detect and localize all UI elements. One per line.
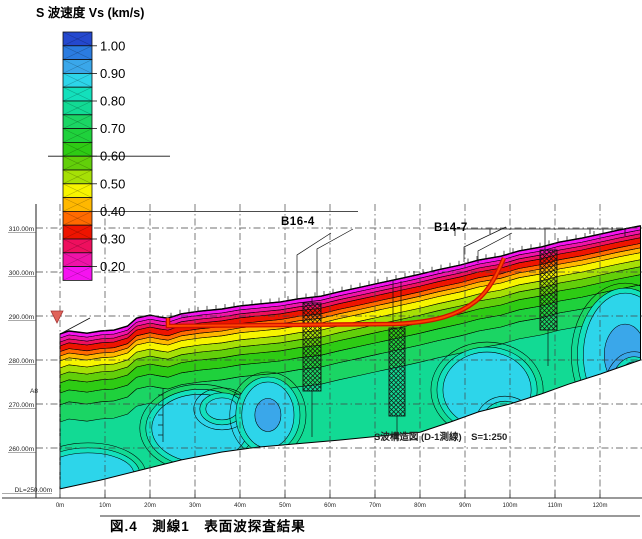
design-line	[165, 257, 507, 329]
legend-hatch	[62, 142, 93, 157]
axes-layer: 0m 10m 20m 30m 40m 50m 60m 70m 80m 90m 100m 110m 120…	[2, 204, 642, 517]
borehole-leader-lines	[296, 226, 513, 300]
legend-hatch	[62, 114, 93, 129]
survey-marker-triangle	[50, 310, 64, 324]
legend-hatch	[62, 211, 93, 226]
section-title-label: S波構造図 (D-1測線) S=1:250	[374, 431, 507, 443]
high-vs-zone	[205, 397, 239, 421]
high-vs-zone	[442, 351, 532, 429]
legend-hatch	[62, 238, 93, 254]
elevation-label: 290.00m	[9, 314, 34, 321]
legend-hatch	[62, 266, 93, 281]
legend-hatch	[62, 59, 93, 74]
distance-label: 0m	[56, 503, 64, 509]
elevation-label: 270.00m	[9, 402, 34, 409]
legend-hatch	[62, 31, 93, 47]
legend-hatch	[62, 197, 93, 212]
legend-hatch	[62, 252, 93, 267]
ground-surface-line	[59, 225, 641, 335]
high-vs-core	[496, 413, 514, 431]
legend-value-label: 0.30	[100, 232, 125, 247]
surface-tick-marks	[170, 227, 613, 318]
distance-label: 80m	[414, 503, 426, 509]
elevation-label: 300.00m	[9, 270, 34, 277]
elevation-label: 310.00m	[9, 226, 34, 233]
legend-value-label: 1.00	[100, 38, 125, 53]
legend-hatch	[62, 59, 93, 74]
legend-hatch	[62, 128, 93, 143]
borehole-log-left	[158, 388, 164, 442]
legend-hatch	[62, 183, 93, 198]
legend-color-block	[62, 266, 93, 281]
distance-label: 20m	[144, 503, 156, 509]
legend-hatch	[62, 73, 93, 88]
distance-label: 110m	[548, 503, 563, 509]
elevation-label: 260.00m	[9, 446, 34, 453]
legend-value-label: 0.40	[100, 204, 125, 219]
legend-hatch	[62, 169, 93, 185]
slope-indicator-line	[61, 317, 91, 334]
legend-hatch	[62, 238, 93, 254]
legend-value-label: 0.90	[100, 66, 125, 81]
legend-value-label: 0.50	[100, 176, 125, 191]
legend-hatch	[62, 142, 93, 157]
survey-point-label: A8	[30, 388, 38, 395]
legend-hatch	[62, 224, 93, 240]
high-vs-zone	[615, 361, 641, 419]
legend-hatch	[62, 252, 93, 267]
distance-label: 50m	[279, 503, 291, 509]
legend-hatch	[62, 155, 93, 171]
borehole-column-right	[539, 249, 558, 366]
legend-hatch	[62, 86, 93, 102]
legend-hatch	[62, 114, 93, 129]
legend-hatch	[62, 183, 93, 198]
high-vs-core	[254, 398, 282, 432]
vs-legend: S 波速度 Vs (km/s) 1.00 0.90 0.80 0.70 0.60 0.50…	[36, 5, 144, 281]
legend-hatch	[62, 169, 93, 185]
grid-layer	[36, 155, 642, 498]
distance-label: 70m	[369, 503, 381, 509]
legend-hatch	[62, 73, 93, 88]
legend-hatch	[62, 197, 93, 212]
high-vs-core	[604, 323, 641, 387]
legend-title: S 波速度 Vs (km/s)	[36, 5, 144, 20]
distance-label: 60m	[324, 503, 336, 509]
section-bands	[60, 225, 641, 489]
borehole-column-b14-7	[388, 280, 406, 440]
legend-hatch	[62, 45, 93, 60]
elevation-label: 280.00m	[9, 358, 34, 365]
borehole-label-b16-4: B16-4	[281, 216, 315, 228]
legend-value-label: 0.70	[100, 121, 125, 136]
distance-label: 120m	[592, 503, 607, 509]
high-vs-zone	[60, 452, 135, 489]
contour-section	[59, 225, 641, 490]
legend-hatch	[62, 266, 93, 281]
legend-hatch	[62, 224, 93, 240]
distance-label: 10m	[99, 503, 111, 509]
annotations-layer: B16-4 B14-7 A8 S波構造図 (D-1測線) S=1:250	[30, 216, 626, 443]
legend-hatch	[62, 211, 93, 226]
legend-hatch	[62, 155, 93, 171]
legend-value-label: 0.80	[100, 94, 125, 109]
distance-label: 40m	[234, 503, 246, 509]
legend-hatch	[62, 128, 93, 143]
legend-value-label: 0.20	[100, 259, 125, 274]
distance-label: 90m	[459, 503, 471, 509]
datum-label: DL=250.00m	[15, 487, 52, 494]
survey-reference-line	[454, 228, 626, 250]
distance-label: 30m	[189, 503, 201, 509]
legend-hatch	[62, 100, 93, 116]
legend-hatch	[62, 31, 93, 47]
legend-hatch	[62, 100, 93, 116]
distance-label: 100m	[502, 503, 517, 509]
legend-value-label: 0.60	[100, 149, 125, 164]
borehole-label-b14-7: B14-7	[434, 222, 468, 234]
legend-hatch	[62, 86, 93, 102]
figure-caption: 図.4 測線1 表面波探査結果	[110, 518, 306, 534]
legend-hatch	[62, 45, 93, 60]
